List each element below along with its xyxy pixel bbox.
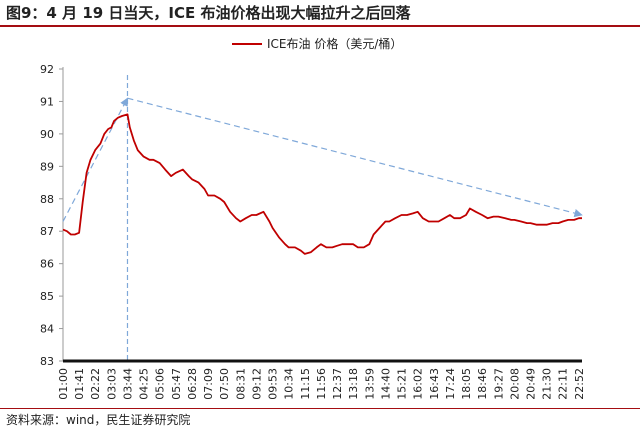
figure-title: 图9：4 月 19 日当天，ICE 布油价格出现大幅拉升之后回落 bbox=[6, 4, 411, 22]
y-tick-label: 85 bbox=[40, 290, 54, 303]
x-tick-label: 22:11 bbox=[557, 368, 570, 400]
y-tick-label: 87 bbox=[40, 225, 54, 238]
y-tick-label: 92 bbox=[40, 63, 54, 76]
x-tick-label: 05:06 bbox=[154, 368, 167, 400]
y-tick-label: 90 bbox=[40, 128, 54, 141]
x-tick-label: 10:34 bbox=[283, 368, 296, 400]
source-divider bbox=[0, 408, 640, 409]
x-tick-label: 17:24 bbox=[444, 368, 457, 400]
y-tick-label: 88 bbox=[40, 193, 54, 206]
source-note: 资料来源：wind，民生证券研究院 bbox=[6, 413, 191, 427]
y-tick-label: 83 bbox=[40, 355, 54, 368]
trend-arrow bbox=[127, 97, 583, 218]
x-tick-label: 07:50 bbox=[218, 368, 231, 400]
y-tick-label: 89 bbox=[40, 160, 54, 173]
y-tick-label: 84 bbox=[40, 323, 54, 336]
chart: ICE布油 价格（美元/桶） 83 84 85 86 87 88 89 90 91 92 01:0… bbox=[40, 36, 586, 400]
x-tick-label: 08:31 bbox=[234, 368, 247, 400]
legend-label: ICE布油 价格（美元/桶） bbox=[267, 36, 402, 51]
x-tick-label: 11:15 bbox=[299, 368, 312, 400]
x-tick-label: 03:44 bbox=[121, 368, 134, 400]
x-tick-label: 22:52 bbox=[573, 368, 586, 400]
x-tick-label: 14:40 bbox=[379, 368, 392, 400]
x-tick-label: 16:43 bbox=[428, 368, 441, 400]
x-tick-label: 09:12 bbox=[250, 368, 263, 400]
x-tick-label: 11:56 bbox=[315, 368, 328, 400]
x-tick-label: 04:25 bbox=[138, 368, 151, 400]
series-layer bbox=[62, 113, 582, 255]
y-tick-label: 91 bbox=[40, 95, 54, 108]
x-tick-label: 13:59 bbox=[363, 368, 376, 400]
x-tick-label: 09:53 bbox=[267, 368, 280, 400]
y-axis: 83 84 85 86 87 88 89 90 91 92 bbox=[40, 63, 64, 368]
x-axis: 01:00 01:41 02:22 03:03 03:44 04:25 05:06 05:47… bbox=[57, 359, 586, 400]
x-tick-label: 06:28 bbox=[186, 368, 199, 400]
x-tick-label: 16:02 bbox=[412, 368, 425, 400]
x-tick-label: 05:47 bbox=[170, 368, 183, 400]
x-tick-label: 02:22 bbox=[89, 368, 102, 400]
x-tick-label: 18:46 bbox=[476, 368, 489, 400]
x-tick-label: 01:41 bbox=[73, 368, 86, 400]
x-tick-label: 03:03 bbox=[105, 368, 118, 400]
x-tick-label: 21:30 bbox=[541, 368, 554, 400]
y-tick-label: 86 bbox=[40, 258, 54, 271]
x-tick-label: 15:21 bbox=[396, 368, 409, 400]
x-tick-label: 20:49 bbox=[524, 368, 537, 400]
x-tick-label: 07:09 bbox=[202, 368, 215, 400]
x-tick-label: 13:18 bbox=[347, 368, 360, 400]
x-tick-label: 18:05 bbox=[460, 368, 473, 400]
x-tick-label: 20:08 bbox=[508, 368, 521, 400]
x-tick-label: 12:37 bbox=[331, 368, 344, 400]
x-tick-label: 01:00 bbox=[57, 368, 70, 400]
legend: ICE布油 价格（美元/桶） bbox=[232, 36, 402, 51]
title-divider bbox=[0, 25, 640, 27]
trend-arrow bbox=[62, 97, 129, 222]
x-tick-label: 19:27 bbox=[492, 368, 505, 400]
series-line-brent-price bbox=[62, 113, 582, 255]
